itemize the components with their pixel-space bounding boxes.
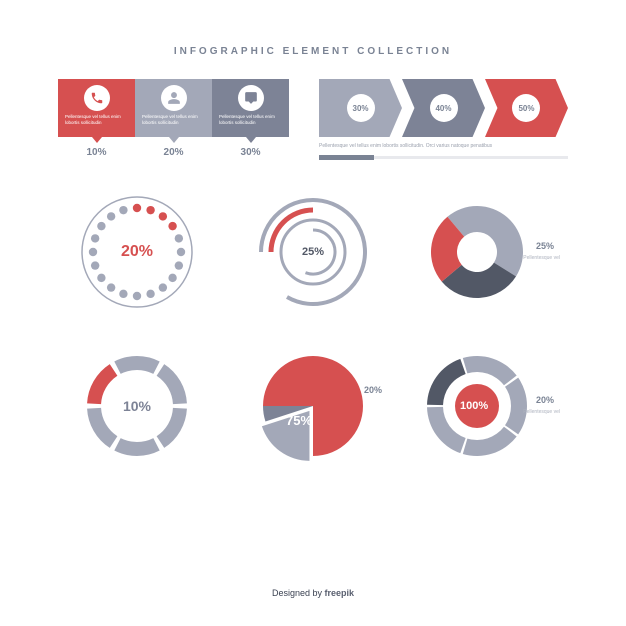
tabs-block: Pellentesque vel tellus enim lobortis so… bbox=[58, 79, 289, 159]
chart-center-value: 20% bbox=[121, 243, 153, 261]
chart-center-value: 10% bbox=[123, 398, 151, 414]
chevron-1: 40% bbox=[402, 79, 485, 137]
tab-text: Pellentesque vel tellus enim lobortis so… bbox=[139, 114, 208, 126]
tab-value: 10% bbox=[58, 147, 135, 158]
page-title: INFOGRAPHIC ELEMENT COLLECTION bbox=[0, 0, 626, 57]
chart-radial-segments: 100% 20% Pellentesque vel bbox=[418, 341, 560, 471]
chevron-value: 30% bbox=[347, 94, 375, 122]
tab-value: 20% bbox=[135, 147, 212, 158]
pie-side-label: 20% bbox=[364, 385, 382, 395]
chat-icon bbox=[238, 85, 264, 111]
chart-side-sub: Pellentesque vel bbox=[523, 255, 560, 261]
chevron-0: 30% bbox=[319, 79, 402, 137]
chart-side-sub: Pellentesque vel bbox=[523, 409, 560, 415]
tab-2: Pellentesque vel tellus enim lobortis so… bbox=[212, 79, 289, 137]
chart-donut-25: 25% Pellentesque vel bbox=[418, 187, 560, 317]
chart-dots: 20% bbox=[66, 187, 208, 317]
top-row: Pellentesque vel tellus enim lobortis so… bbox=[0, 57, 626, 159]
charts-grid: 20% 25% 25% Pellentesque vel 10% 75% 20% 1… bbox=[0, 159, 626, 471]
footer-credit: Designed by freepik bbox=[0, 588, 626, 598]
tab-0: Pellentesque vel tellus enim lobortis so… bbox=[58, 79, 135, 137]
chart-pie: 75% 20% bbox=[242, 341, 384, 471]
tab-value: 30% bbox=[212, 147, 289, 158]
tab-text: Pellentesque vel tellus enim lobortis so… bbox=[62, 114, 131, 126]
chevrons-caption: Pellentesque vel tellus enim lobortis so… bbox=[319, 143, 568, 150]
chart-side-value: 20% bbox=[536, 395, 554, 405]
chevron-2: 50% bbox=[485, 79, 568, 137]
pie-main-label: 75% bbox=[286, 413, 312, 428]
chevrons-block: 30% 40% 50% Pellentesque vel tellus enim l… bbox=[319, 79, 568, 159]
chart-center-value: 25% bbox=[302, 246, 324, 258]
chart-rings: 25% bbox=[242, 187, 384, 317]
tab-1: Pellentesque vel tellus enim lobortis so… bbox=[135, 79, 212, 137]
chevrons-progress-bar bbox=[319, 156, 568, 159]
footer-brand: freepik bbox=[325, 588, 355, 598]
tab-text: Pellentesque vel tellus enim lobortis so… bbox=[216, 114, 285, 126]
footer-prefix: Designed by bbox=[272, 588, 325, 598]
chart-segmented-ring: 10% bbox=[66, 341, 208, 471]
phone-icon bbox=[84, 85, 110, 111]
chart-side-value: 25% bbox=[536, 241, 554, 251]
chevron-value: 40% bbox=[430, 94, 458, 122]
chart-center-value: 100% bbox=[460, 400, 488, 412]
person-icon bbox=[161, 85, 187, 111]
